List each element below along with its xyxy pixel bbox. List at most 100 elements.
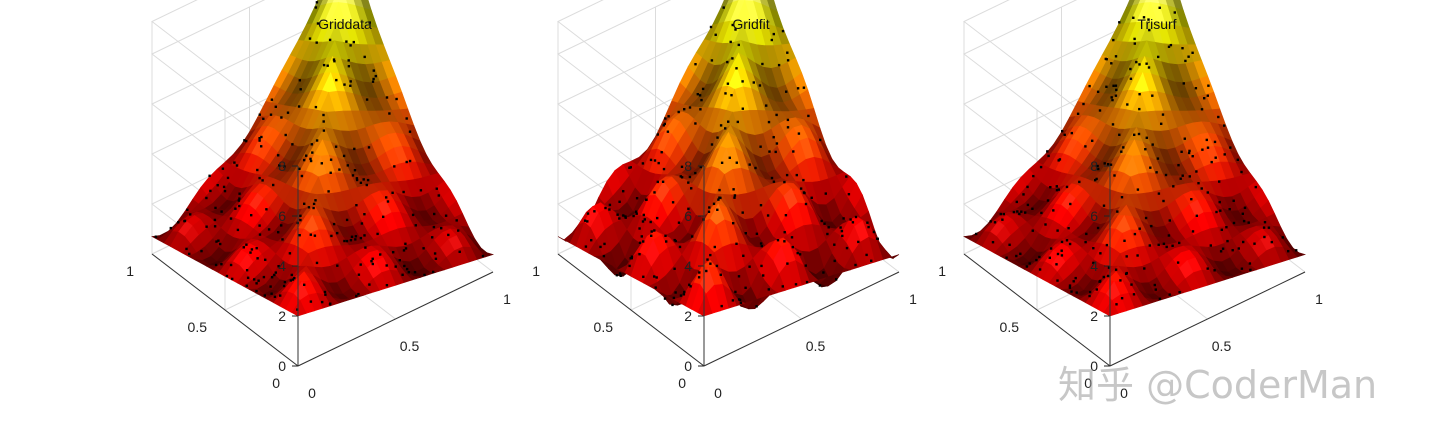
sample-point [866, 221, 869, 224]
sample-point [235, 164, 239, 167]
sample-point [754, 166, 757, 170]
sample-point [1026, 185, 1029, 189]
subplot-trisurf: 0 2 4 6 8 0 0.5 1 0 0.5 1 Trisurf [938, 0, 1323, 401]
sample-point [1243, 206, 1247, 209]
sample-point [221, 167, 225, 170]
x-tick-label: 0.5 [806, 338, 826, 354]
sample-point [274, 105, 277, 108]
sample-point [1088, 290, 1092, 294]
sample-point [1287, 250, 1290, 253]
sample-point [308, 37, 312, 40]
sample-point [1144, 216, 1148, 220]
sample-point [1088, 84, 1091, 88]
sample-point [628, 264, 631, 268]
sample-point [291, 278, 295, 281]
sample-point [353, 169, 357, 172]
sample-point [245, 139, 248, 143]
sample-point [1067, 227, 1070, 230]
sample-point [1247, 221, 1250, 224]
sample-point [1110, 96, 1113, 99]
sample-point [732, 188, 735, 191]
sample-point [258, 176, 261, 180]
sample-point [624, 215, 627, 218]
sample-point [1106, 274, 1110, 278]
sample-point [1026, 203, 1030, 207]
sample-point [200, 249, 203, 253]
sample-point [242, 246, 245, 249]
sample-point [726, 60, 729, 64]
sample-point [1133, 42, 1136, 45]
sample-point [355, 294, 358, 298]
sample-point [363, 234, 366, 237]
sample-point [748, 265, 751, 268]
sample-point [258, 233, 262, 236]
sample-point [305, 154, 308, 157]
sample-point [214, 206, 217, 210]
sample-point [1240, 170, 1243, 174]
sample-point [717, 198, 720, 201]
z-tick-label: 4 [278, 258, 286, 274]
sample-point [376, 232, 379, 236]
sample-point [653, 191, 656, 194]
sample-point [1130, 283, 1133, 286]
sample-point [1125, 272, 1128, 275]
sample-point [1206, 191, 1209, 194]
sample-point [408, 159, 412, 163]
sample-point [1156, 157, 1160, 160]
sample-point [735, 161, 738, 164]
sample-point [371, 262, 374, 266]
sample-point [404, 242, 407, 245]
sample-point [1219, 209, 1222, 212]
sample-point [694, 122, 697, 125]
sample-point [169, 226, 172, 230]
sample-point [857, 240, 860, 244]
sample-point [845, 246, 849, 250]
sample-point [433, 252, 437, 255]
sample-point [656, 180, 659, 184]
sample-point [1098, 280, 1101, 283]
sample-point [799, 187, 803, 190]
sample-point [1055, 189, 1059, 192]
sample-point [1060, 240, 1064, 244]
sample-point [371, 257, 374, 260]
sample-point [1206, 146, 1210, 149]
sample-point [770, 176, 774, 180]
sample-point [216, 184, 219, 187]
axis-lines [557, 166, 900, 367]
sample-point [1015, 200, 1018, 204]
sample-point [1142, 16, 1146, 19]
sample-point [281, 238, 284, 241]
sample-point [872, 230, 876, 234]
sample-point [243, 139, 246, 142]
sample-point [299, 88, 302, 91]
sample-point [246, 276, 250, 279]
sample-point [314, 6, 318, 9]
sample-point [262, 117, 265, 120]
sample-point [653, 159, 657, 162]
sample-point [1114, 84, 1118, 87]
sample-point [629, 257, 632, 260]
sample-point [649, 158, 653, 162]
sample-point [1281, 236, 1284, 239]
sample-point [257, 279, 260, 282]
sample-point [1074, 276, 1077, 280]
sample-point [385, 264, 388, 267]
sample-point [602, 254, 606, 258]
sample-point [638, 227, 641, 230]
sample-point [765, 104, 768, 107]
sample-point [1145, 62, 1148, 65]
sample-point [683, 108, 686, 111]
sample-point [835, 278, 838, 281]
sample-point [722, 6, 725, 9]
sample-point [642, 275, 645, 278]
sample-point [759, 204, 763, 207]
sample-point [1065, 239, 1069, 242]
sample-point [1132, 16, 1135, 19]
sample-point [353, 147, 356, 151]
sample-point [303, 283, 306, 286]
sample-point [608, 203, 612, 207]
sample-point [1136, 188, 1140, 191]
sample-point [1178, 241, 1181, 245]
sample-point [1113, 174, 1116, 177]
watermark: 知乎 @CoderMan [1058, 363, 1377, 407]
